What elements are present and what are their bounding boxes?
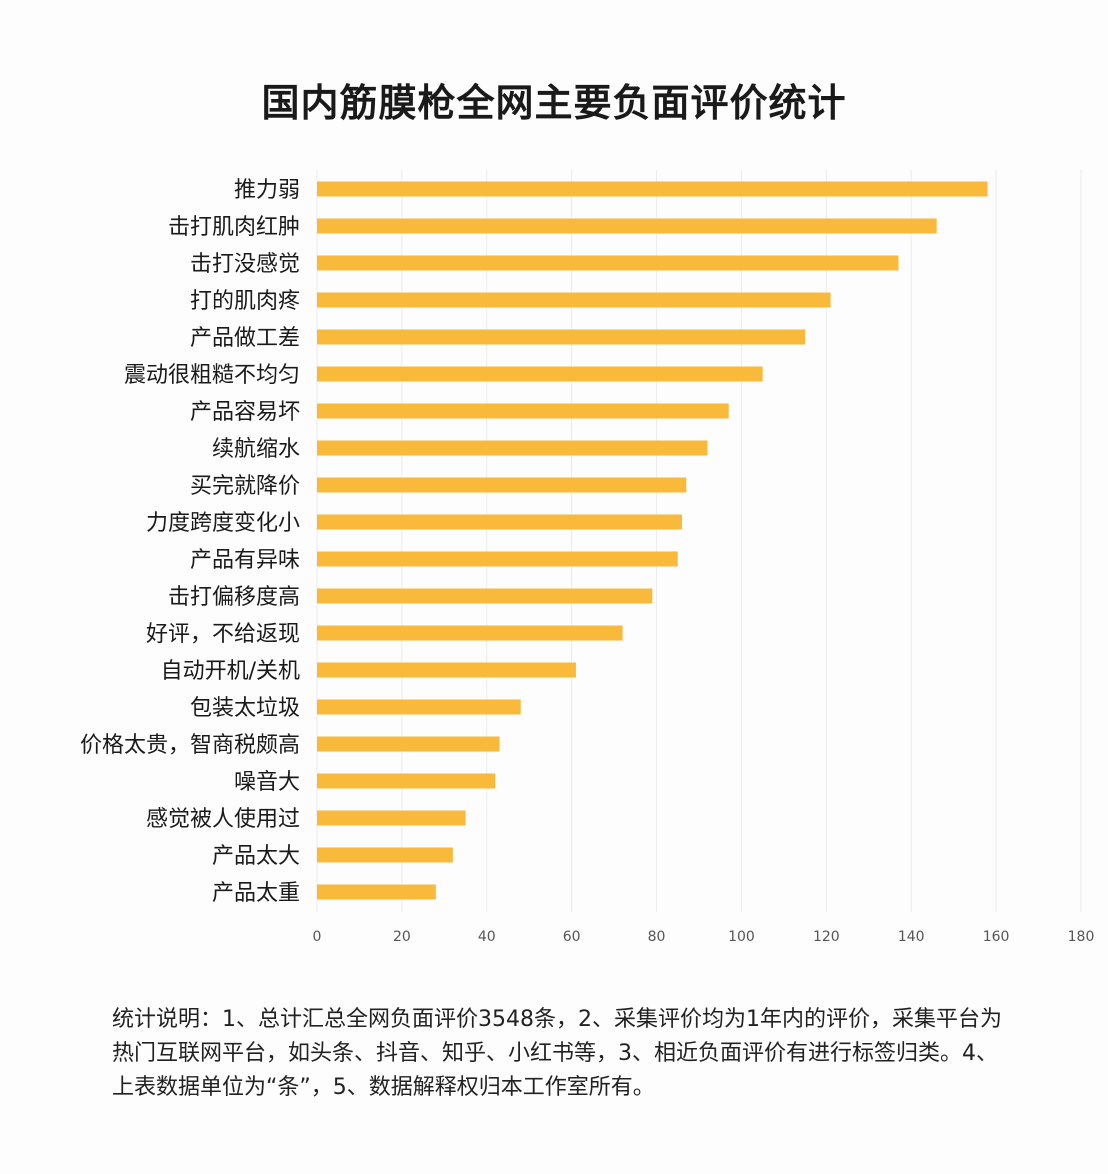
bar: [317, 773, 496, 789]
category-label: 好评，不给返现: [146, 622, 300, 647]
category-label: 击打肌肉红肿: [168, 215, 300, 240]
bar: [317, 884, 436, 900]
category-label: 推力弱: [234, 178, 300, 203]
bar: [317, 218, 937, 234]
x-tick-label: 100: [728, 929, 755, 945]
category-label: 自动开机/关机: [161, 659, 300, 684]
chart-title: 国内筋膜枪全网主要负面评价统计: [261, 81, 847, 125]
category-label: 击打没感觉: [190, 252, 300, 277]
category-label: 感觉被人使用过: [146, 807, 300, 832]
bar: [317, 625, 623, 641]
bar: [317, 699, 521, 715]
footnote: 统计说明：1、总计汇总全网负面评价3548条，2、采集评价均为1年内的评价，采集…: [112, 1007, 1002, 1100]
category-label: 产品容易坏: [190, 400, 300, 425]
x-tick-label: 120: [813, 929, 840, 945]
category-label: 买完就降价: [190, 474, 300, 499]
bar: [317, 403, 729, 419]
bar: [317, 366, 763, 382]
x-tick-label: 160: [983, 929, 1010, 945]
x-tick-label: 0: [313, 929, 322, 945]
category-label: 产品太重: [212, 881, 300, 906]
bar: [317, 810, 466, 826]
bar: [317, 551, 678, 567]
category-label: 产品太大: [212, 844, 300, 869]
x-tick-label: 40: [478, 929, 496, 945]
bar: [317, 440, 708, 456]
category-label: 产品有异味: [190, 548, 300, 573]
x-tick-label: 80: [648, 929, 666, 945]
x-tick-label: 60: [563, 929, 581, 945]
bar: [317, 662, 576, 678]
bar: [317, 292, 831, 308]
bar: [317, 514, 683, 530]
bar: [317, 329, 806, 345]
bar: [317, 181, 988, 197]
bar: [317, 847, 453, 863]
bar: [317, 477, 687, 493]
category-label: 价格太贵，智商税颇高: [80, 733, 300, 758]
category-label: 产品做工差: [190, 326, 300, 351]
x-tick-label: 20: [393, 929, 411, 945]
category-label: 包装太垃圾: [190, 696, 300, 721]
x-tick-label: 140: [898, 929, 925, 945]
category-label: 打的肌肉疼: [190, 289, 300, 314]
bar: [317, 736, 500, 752]
category-label: 续航缩水: [212, 437, 300, 462]
category-label: 震动很粗糙不均匀: [124, 363, 300, 388]
x-tick-label: 180: [1068, 929, 1095, 945]
category-label: 力度跨度变化小: [146, 511, 300, 536]
bar: [317, 255, 899, 271]
category-label: 噪音大: [234, 770, 300, 795]
category-label: 击打偏移度高: [168, 585, 300, 610]
bar: [317, 588, 653, 604]
